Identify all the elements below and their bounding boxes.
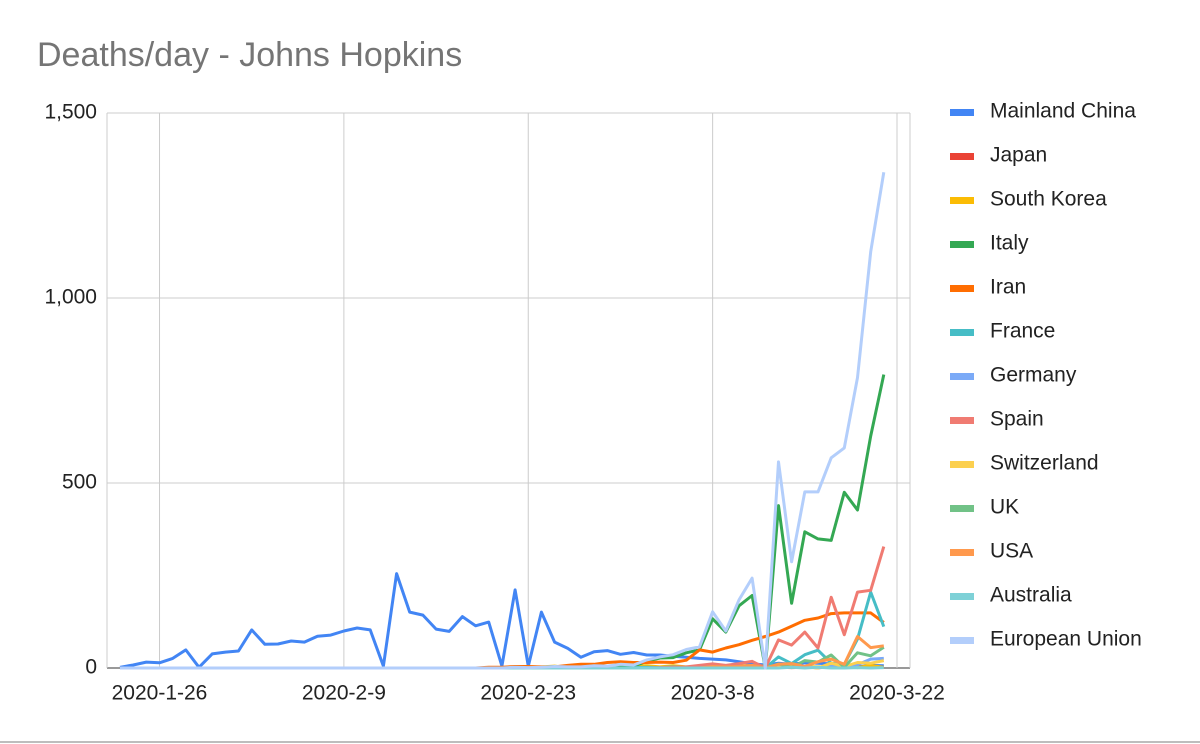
legend-swatch [950,329,974,336]
legend-swatch [950,637,974,644]
legend-label: Switzerland [990,452,1099,475]
legend-swatch [950,373,974,380]
legend-swatch [950,549,974,556]
x-tick-label: 2020-2-23 [480,682,576,705]
x-tick-label: 2020-3-22 [849,682,945,705]
legend-swatch [950,505,974,512]
legend-swatch [950,285,974,292]
legend-label: Iran [990,276,1026,299]
y-tick-label: 1,500 [44,101,97,124]
legend-swatch [950,109,974,116]
series-line [120,171,886,670]
x-tick-label: 2020-3-8 [671,682,755,705]
legend-swatch [950,241,974,248]
legend-swatch [950,153,974,160]
legend-swatch [950,197,974,204]
legend-label: Mainland China [990,100,1136,123]
legend-label: UK [990,496,1019,519]
legend-swatch [950,593,974,600]
legend-label: France [990,320,1055,343]
legend-label: South Korea [990,188,1107,211]
legend-swatch [950,461,974,468]
legend-label: Germany [990,364,1077,387]
y-tick-label: 1,000 [44,286,97,309]
x-tick-label: 2020-1-26 [112,682,208,705]
legend-label: Japan [990,144,1047,167]
legend-label: Italy [990,232,1029,255]
legend-label: European Union [990,628,1142,651]
legend-label: Australia [990,584,1072,607]
y-tick-label: 0 [85,656,97,679]
legend-swatch [950,417,974,424]
legend-label: Spain [990,408,1044,431]
chart-title: Deaths/day - Johns Hopkins [37,36,462,74]
y-tick-label: 500 [62,471,97,494]
legend-label: USA [990,540,1033,563]
x-tick-label: 2020-2-9 [302,682,386,705]
